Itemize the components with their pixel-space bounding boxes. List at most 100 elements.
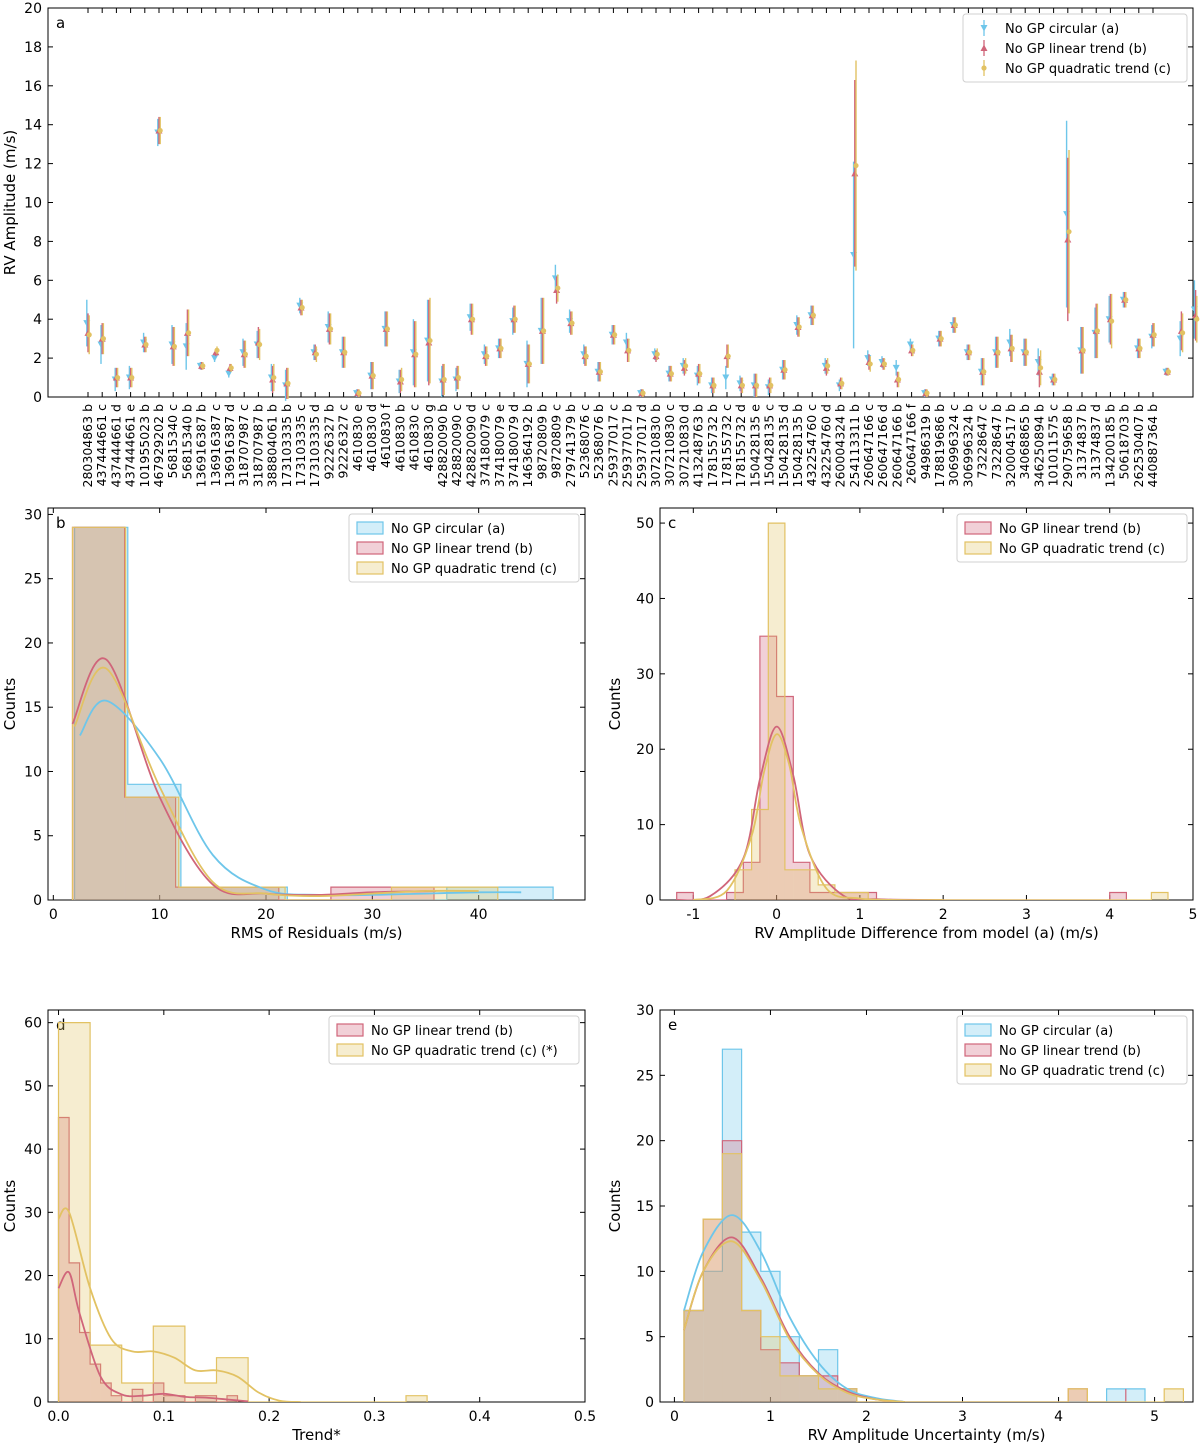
data-point <box>413 351 419 357</box>
data-point <box>1023 349 1029 355</box>
legend-label: No GP linear trend (b) <box>1005 42 1147 57</box>
histogram-bar <box>72 527 126 900</box>
data-point <box>683 363 689 369</box>
y-tick-label: 60 <box>24 1016 42 1032</box>
legend-swatch <box>964 1043 992 1057</box>
x-tick-label: 2 <box>939 907 948 923</box>
plot-frame <box>47 1009 586 1403</box>
x-tick-label: 4 <box>1054 1409 1063 1425</box>
x-tick-label: 52368076 c <box>577 404 592 479</box>
histogram-bar <box>58 1022 91 1402</box>
x-tick-label: 0.1 <box>153 1409 175 1425</box>
histogram-bar <box>703 1219 723 1402</box>
x-tick-label: 259377017 d <box>634 404 649 487</box>
x-tick-label: 4610830 b <box>392 404 407 472</box>
data-point <box>782 367 788 373</box>
histogram-bar <box>499 887 554 900</box>
histogram-bar <box>780 1362 800 1402</box>
x-tick-label: 0.3 <box>363 1409 385 1425</box>
x-tick-label: 136916387 d <box>222 404 237 487</box>
histogram-bar <box>780 1375 800 1402</box>
x-tick-label: 92226327 b <box>321 404 336 480</box>
legend-label: No GP quadratic trend (c) <box>999 542 1165 557</box>
plot-area <box>676 522 1169 900</box>
y-axis-label: Counts <box>1 678 19 731</box>
x-tick-label: 307210830 b <box>648 404 663 488</box>
histogram-bar <box>163 1395 175 1402</box>
data-point <box>299 304 305 311</box>
histogram-bar <box>734 869 752 900</box>
series-quadratic <box>734 522 1169 900</box>
data-point <box>995 349 1001 355</box>
x-tick-label: 320004517 b <box>1003 404 1018 488</box>
series-quadratic <box>57 1022 428 1402</box>
legend-label: No GP quadratic trend (c) (*) <box>371 1044 558 1059</box>
legend-label: No GP linear trend (b) <box>999 522 1141 537</box>
panel-a: 0 2 4 6 8 10 12 14 16 18 20 a RV Amplitude (m/s) 2803… <box>1 1 1200 487</box>
x-tick-label: 73228647 c <box>975 404 990 479</box>
data-point <box>1165 369 1171 375</box>
histogram-bar <box>111 1395 122 1402</box>
histogram-bar <box>1068 1388 1088 1402</box>
legend-label: No GP quadratic trend (c) <box>999 1064 1165 1079</box>
data-point <box>1038 365 1044 371</box>
data-point <box>839 380 845 386</box>
data-point <box>952 322 959 328</box>
data-point <box>498 345 504 351</box>
data-point <box>851 169 859 177</box>
x-tick-label: 260004324 b <box>833 404 848 488</box>
data-point <box>924 390 930 396</box>
histogram-outline <box>734 522 1169 900</box>
y-tick-label: 10 <box>636 818 654 834</box>
panel-c: 0 10 20 30 40 50 -1 0 1 2 3 4 5 c Counts RV Amplitude D… <box>606 507 1197 942</box>
legend-label: No GP linear trend (b) <box>999 1044 1141 1059</box>
data-point <box>980 25 988 32</box>
data-point <box>157 127 163 134</box>
y-tick-label: 0 <box>645 1395 654 1411</box>
legend-swatch <box>356 541 384 555</box>
data-point <box>980 44 988 51</box>
x-tick-label: 290759658 b <box>1060 404 1075 488</box>
data-point <box>211 355 219 362</box>
x-tick-label: 307210830 c <box>662 404 677 487</box>
legend-label: No GP circular (a) <box>999 1024 1113 1039</box>
x-tick-label: 388804061 b <box>265 404 280 488</box>
data-point <box>739 382 746 388</box>
histogram-bar <box>175 887 228 900</box>
histogram-bar <box>799 1375 819 1402</box>
data-point <box>541 328 547 334</box>
data-point <box>853 162 859 169</box>
data-point <box>825 363 831 369</box>
series-quadratic <box>86 60 1200 399</box>
legend-label: No GP linear trend (b) <box>391 542 533 557</box>
data-point <box>427 337 433 344</box>
x-tick-label: 440887364 b <box>1145 404 1160 488</box>
y-tick-label: 25 <box>636 1068 654 1084</box>
x-tick-label: 437444661 c <box>94 404 109 487</box>
histogram-outline <box>57 1022 428 1402</box>
legend-box <box>956 513 1188 563</box>
data-point <box>810 312 817 318</box>
legend-swatch <box>964 1023 992 1037</box>
data-point <box>441 376 447 383</box>
y-tick-label: 5 <box>33 829 42 845</box>
x-tick-label: 94986319 b <box>918 404 933 480</box>
legend-label: No GP circular (a) <box>391 522 505 537</box>
legend-swatch <box>356 521 384 535</box>
data-point <box>86 332 92 338</box>
data-point <box>313 351 319 357</box>
x-tick-label: 52368076 b <box>591 404 606 480</box>
histogram-bar <box>1068 1388 1088 1402</box>
legend-box <box>348 513 580 583</box>
y-tick-label: 18 <box>24 40 42 56</box>
y-axis-label: Counts <box>606 678 624 731</box>
histogram-bar <box>703 1219 723 1402</box>
data-point <box>115 374 121 381</box>
x-tick-label: 0.5 <box>574 1409 596 1425</box>
data-point <box>938 336 944 342</box>
x-tick-label: 3 <box>958 1409 967 1425</box>
histogram-bar <box>818 1388 838 1402</box>
histogram-bar <box>743 862 760 900</box>
data-point <box>654 351 660 357</box>
x-tick-label: 0 <box>772 907 781 923</box>
